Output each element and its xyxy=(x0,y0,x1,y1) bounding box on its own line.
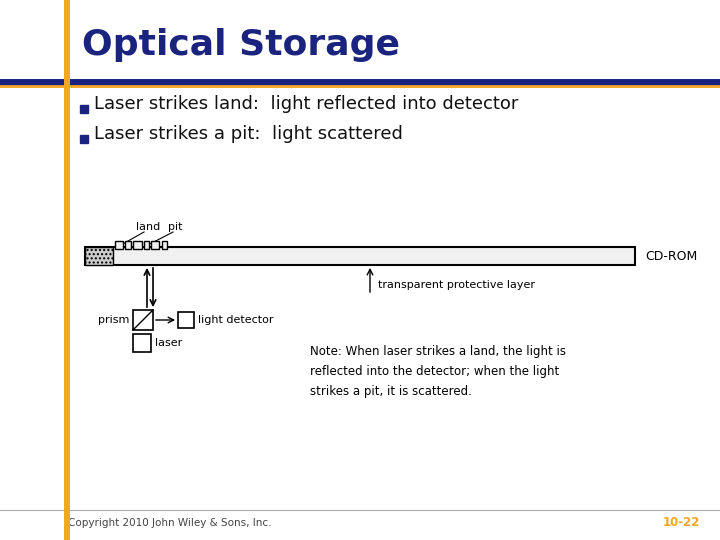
Bar xyxy=(125,241,131,249)
Bar xyxy=(144,241,149,249)
Bar xyxy=(115,241,123,249)
Text: 10-22: 10-22 xyxy=(662,516,700,530)
Bar xyxy=(64,0,70,540)
Bar xyxy=(80,105,88,113)
Bar xyxy=(133,241,142,249)
Bar xyxy=(178,312,194,328)
Text: pit: pit xyxy=(168,222,182,232)
Text: prism: prism xyxy=(98,315,129,325)
Bar xyxy=(85,247,113,265)
Text: Optical Storage: Optical Storage xyxy=(82,28,400,62)
Text: Laser strikes a pit:  light scattered: Laser strikes a pit: light scattered xyxy=(94,125,403,143)
Bar xyxy=(151,241,159,249)
Bar xyxy=(85,247,635,265)
Text: light detector: light detector xyxy=(198,315,274,325)
Text: land: land xyxy=(136,222,160,232)
Bar xyxy=(133,334,151,352)
Bar xyxy=(80,135,88,143)
Text: CD-ROM: CD-ROM xyxy=(645,249,697,262)
Text: Note: When laser strikes a land, the light is
reflected into the detector; when : Note: When laser strikes a land, the lig… xyxy=(310,345,566,398)
Text: Copyright 2010 John Wiley & Sons, Inc.: Copyright 2010 John Wiley & Sons, Inc. xyxy=(68,518,271,528)
Text: transparent protective layer: transparent protective layer xyxy=(378,280,535,290)
Text: Laser strikes land:  light reflected into detector: Laser strikes land: light reflected into… xyxy=(94,95,518,113)
Bar xyxy=(162,241,167,249)
Text: laser: laser xyxy=(155,338,182,348)
Bar xyxy=(133,310,153,330)
